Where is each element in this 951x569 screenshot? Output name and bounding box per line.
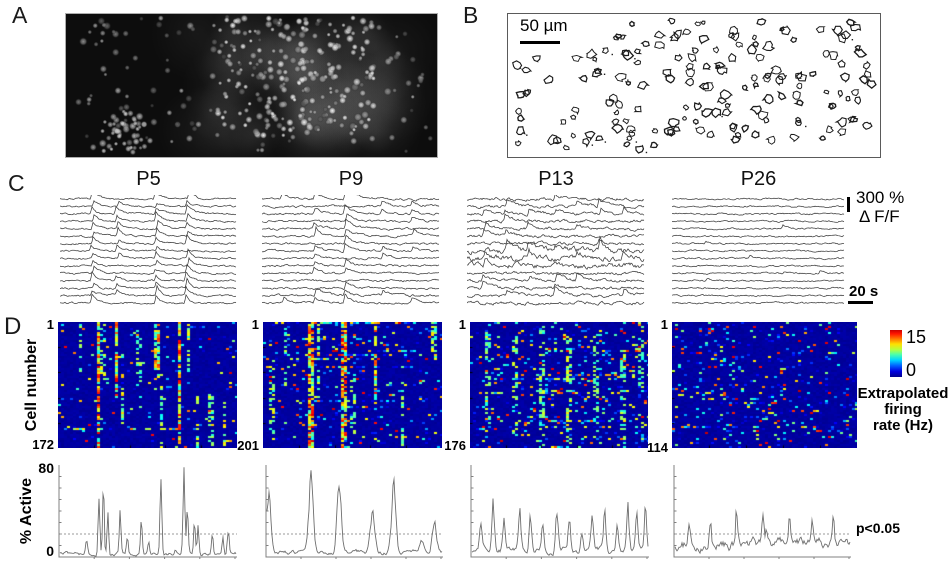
- active-plot-p13: [470, 463, 649, 559]
- cell-outline-map: [508, 14, 880, 157]
- traces-p13: [467, 195, 645, 307]
- trace-title-p5: P5: [136, 168, 161, 190]
- active-plot-p5: [58, 463, 237, 559]
- panel-b-label: B: [463, 2, 479, 28]
- time-scale-label: 20 s: [849, 283, 879, 300]
- heatmap-p9-last-cell: 201: [237, 438, 259, 453]
- heatmap-p26: [672, 322, 857, 448]
- cell-outline-box: 50 µm: [507, 13, 881, 158]
- amplitude-scale-bar: [847, 197, 850, 212]
- heatmap-p5-first-cell: 1: [46, 317, 54, 332]
- traces-p5: [60, 195, 237, 307]
- active-plot-p9: [265, 463, 443, 559]
- trace-title-p9: P9: [338, 168, 364, 190]
- heatmap-p13-first-cell: 1: [458, 317, 466, 332]
- amplitude-scale-value: 300 %: [856, 188, 905, 207]
- panel-a-label: A: [12, 2, 28, 28]
- significance-label: p<0.05: [856, 520, 900, 536]
- colorbar-title: Extrapolated firing rate (Hz): [853, 386, 951, 434]
- scale-bar-line: [520, 41, 560, 44]
- fluorescence-image: [65, 13, 438, 158]
- amplitude-scale-unit: Δ F/F: [859, 207, 900, 226]
- trace-title-p13: P13: [538, 168, 574, 190]
- panel-d-label: D: [4, 313, 22, 340]
- colorbar: [890, 330, 902, 377]
- percent-active-ymax: 80: [38, 460, 54, 476]
- colorbar-title-line3: rate (Hz): [872, 417, 933, 434]
- time-scale-bar: [848, 301, 873, 304]
- traces-p9: [262, 195, 440, 307]
- active-plot-p26: [673, 463, 851, 559]
- percent-active-ymin: 0: [46, 543, 54, 559]
- panel-c-label: C: [8, 170, 25, 196]
- trace-title-p26: P26: [740, 168, 777, 190]
- traces-p26: [672, 195, 845, 307]
- heatmap-p13-last-cell: 176: [444, 438, 466, 453]
- colorbar-max: 15: [906, 327, 927, 347]
- cell-number-axis-label: Cell number: [23, 338, 40, 432]
- heatmap-p5-last-cell: 172: [32, 437, 54, 452]
- heatmap-p13: [470, 322, 648, 448]
- heatmap-p26-first-cell: 1: [660, 317, 668, 332]
- heatmap-p26-last-cell: 114: [647, 440, 668, 455]
- colorbar-min: 0: [906, 360, 917, 380]
- heatmap-p5: [58, 322, 237, 448]
- colorbar-title-line1: Extrapolated: [857, 385, 949, 402]
- heatmap-p9: [263, 322, 442, 448]
- heatmap-p9-first-cell: 1: [251, 317, 259, 332]
- colorbar-title-line2: firing: [884, 401, 922, 418]
- scale-bar-label: 50 µm: [520, 16, 568, 35]
